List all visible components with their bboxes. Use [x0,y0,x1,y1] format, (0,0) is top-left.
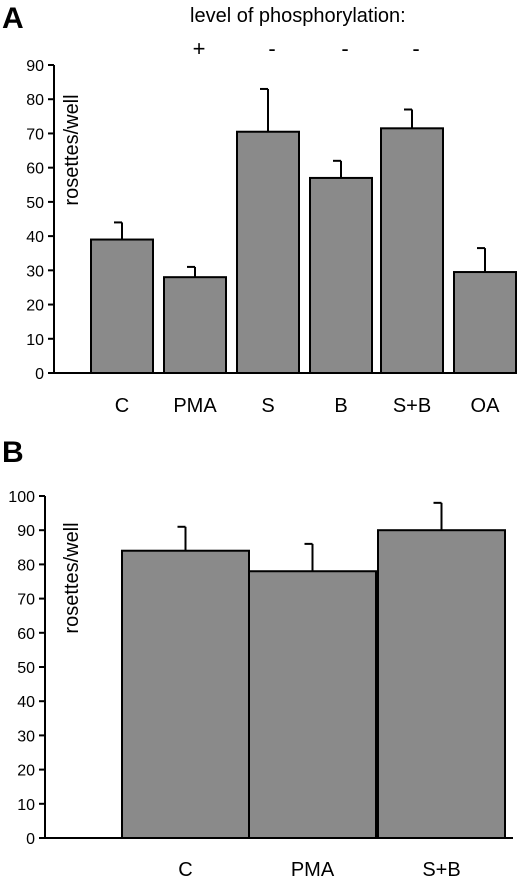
y-tick-label: 50 [26,195,44,212]
bar-pma [248,570,377,839]
y-tick-label: 80 [26,92,44,109]
x-category-label: PMA [291,859,335,880]
phosphorylation-marker: - [341,36,348,61]
x-category-label: S [261,395,274,417]
bar-oa [453,271,517,374]
y-tick-label: 10 [17,797,35,814]
y-tick-label: 100 [8,489,35,506]
x-category-label: S+B [422,859,460,880]
bar-c [90,238,154,374]
y-axis-label: rosettes/well [61,94,83,205]
x-category-label: C [178,859,192,880]
y-tick-label: 80 [17,557,35,574]
bar-b [309,176,373,374]
y-tick-label: 90 [17,523,35,540]
y-tick-label: 70 [26,126,44,143]
x-category-label: PMA [173,395,217,417]
panel-letter-a: A [2,2,24,35]
y-tick-label: 20 [17,763,35,780]
y-tick-label: 50 [17,660,35,677]
x-category-label: OA [471,395,501,417]
y-tick-label: 60 [26,161,44,178]
phosphorylation-marker: - [268,36,275,61]
bar-sb [377,529,506,839]
y-tick-label: 20 [26,298,44,315]
y-tick-label: 40 [26,229,44,246]
y-tick-label: 30 [17,728,35,745]
chart-panel-b: 0 10 20 30 40 50 60 70 80 90 100 rosettes/well C PMA S… [8,489,513,880]
y-tick-label: 10 [26,332,44,349]
y-tick-label: 0 [35,366,44,383]
y-tick-label: 40 [17,694,35,711]
chart-panel-a: 0 10 20 30 40 50 60 70 80 90 rosettes/well C PMA + S - B… [26,36,517,417]
bar-sb [380,127,444,374]
y-tick-label: 70 [17,592,35,609]
phosphorylation-marker: - [412,36,419,61]
bar-c [121,549,250,839]
phosphorylation-header: level of phosphorylation: [190,5,406,27]
y-tick-label: 0 [26,831,35,848]
y-axis-label: rosettes/well [61,522,83,633]
x-category-label: B [334,395,347,417]
panel-letter-b: B [2,436,24,469]
phosphorylation-marker: + [193,36,206,61]
y-tick-label: 90 [26,58,44,75]
y-tick-label: 60 [17,626,35,643]
y-tick-label: 30 [26,263,44,280]
bar-s [236,130,300,374]
x-category-label: S+B [393,395,431,417]
x-category-label: C [115,395,129,417]
bar-pma [163,276,227,374]
